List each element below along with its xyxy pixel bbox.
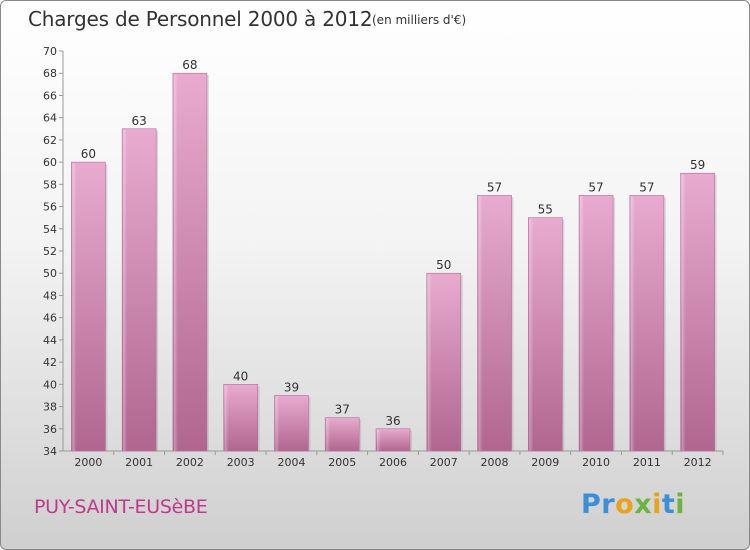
y-tick-label: 34 [43,445,57,458]
commune-name: PUY-SAINT-EUSèBE [34,496,208,518]
bar [426,272,462,452]
bars-group: 60 63 68 40 39 37 36 50 57 55 57 57 59 [71,58,717,452]
bar-highlight [275,396,280,451]
bar [223,384,258,452]
bar-highlight [580,196,585,451]
proxiti-letter: i [675,489,686,520]
proxiti-letter: t [661,489,676,520]
bar-highlight [173,74,178,451]
bar [578,195,614,452]
bar-value-label: 68 [182,58,197,72]
x-tick-label: 2001 [125,456,153,469]
x-tick-label: 2005 [328,456,356,469]
y-tick-label: 56 [43,201,57,214]
x-tick-label: 2008 [481,456,509,469]
proxiti-letter: P [581,489,602,520]
bar-value-label: 55 [538,203,553,217]
y-tick-label: 54 [43,223,57,236]
y-tick-label: 50 [43,267,57,280]
x-tick-label: 2012 [684,456,712,469]
bar [477,195,512,452]
x-tick-label: 2000 [74,456,102,469]
bar [528,217,563,452]
proxiti-letter: x [634,489,653,520]
y-tick-label: 58 [43,178,57,191]
x-tick-label: 2010 [582,456,610,469]
y-tick-label: 68 [43,67,57,80]
proxiti-letter: o [615,489,635,520]
bar-highlight [326,418,331,451]
bar-value-label: 63 [132,114,147,128]
y-tick-label: 60 [43,156,57,169]
bar [172,72,208,452]
bar-highlight [427,274,432,451]
x-tick-label: 2011 [633,456,661,469]
y-tick-label: 66 [43,89,57,102]
bar-value-label: 40 [233,369,248,383]
bar-highlight [529,218,534,451]
bar-highlight [681,174,686,451]
x-tick-label: 2006 [379,456,407,469]
y-tick-label: 38 [43,401,57,414]
chart-title: Charges de Personnel 2000 à 2012 [28,7,373,31]
x-tick-label: 2007 [430,456,458,469]
y-tick-label: 44 [43,334,57,347]
y-tick-label: 52 [43,245,57,258]
y-tick-label: 62 [43,134,57,147]
bar [71,161,106,452]
x-tick-label: 2004 [277,456,305,469]
bar [629,195,665,452]
y-tick-label: 48 [43,289,57,302]
y-tick-label: 64 [43,112,57,125]
y-tick-label: 36 [43,423,57,436]
y-tick-label: 70 [43,45,57,58]
bar-highlight [224,385,229,451]
axes-group: 34 36 38 40 42 44 46 48 50 52 54 56 58 60 62 64 66 68 70 20… [43,45,724,469]
proxiti-logo: Proxiti [581,489,685,520]
bar-highlight [377,429,381,451]
bar-highlight [630,196,635,451]
bar-value-label: 39 [284,380,299,394]
y-tick-label: 46 [43,312,57,325]
bar-highlight [72,163,77,451]
bar [680,172,715,452]
y-tick-label: 40 [43,378,57,391]
y-tick-label: 42 [43,356,57,369]
bar [121,128,157,452]
x-tick-label: 2009 [531,456,559,469]
bar-value-label: 57 [588,180,603,194]
bar-value-label: 50 [436,258,451,272]
bar-value-label: 60 [81,147,96,161]
bar-highlight [123,129,128,451]
chart-subtitle: (en milliers d'€) [372,13,467,27]
bar-highlight [478,196,483,451]
bar-value-label: 37 [335,403,350,417]
proxiti-letter: r [601,489,616,520]
bar [274,395,309,452]
x-tick-label: 2002 [176,456,204,469]
bar-value-label: 36 [385,414,400,428]
bar-value-label: 57 [639,180,654,194]
bar-value-label: 59 [690,158,705,172]
bar [324,417,360,452]
x-tick-label: 2003 [227,456,255,469]
bar [375,428,411,452]
proxiti-letter: i [652,489,662,520]
bar-value-label: 57 [487,180,502,194]
